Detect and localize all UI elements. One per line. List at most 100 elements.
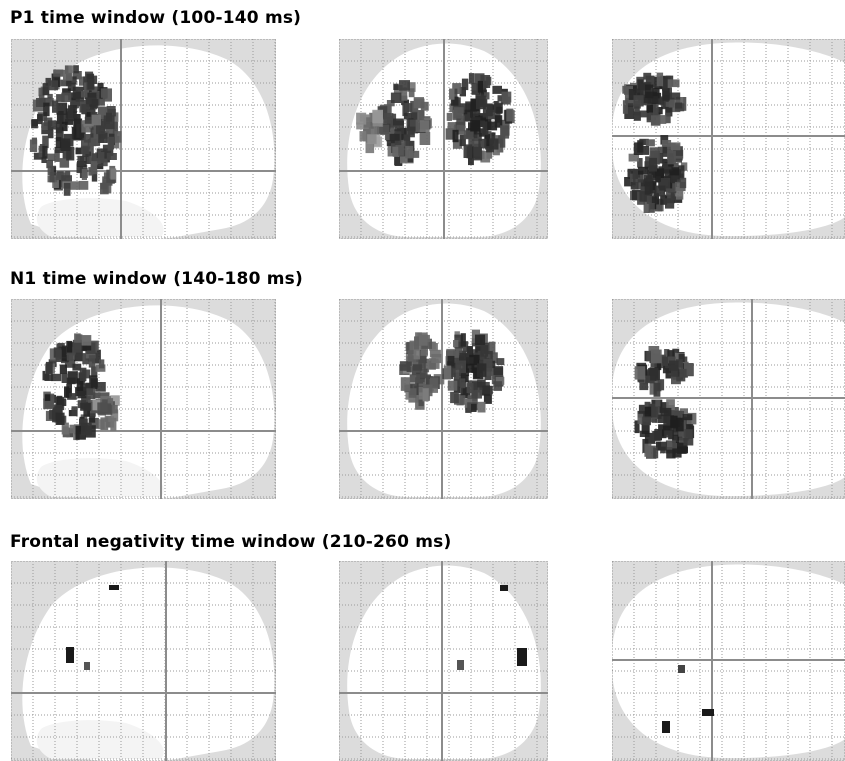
activation-voxel	[482, 121, 489, 135]
activation-voxel	[460, 378, 466, 389]
activation-voxel	[52, 100, 59, 113]
activation-voxel	[425, 374, 431, 388]
activation-voxel	[493, 101, 499, 110]
activation-voxel	[84, 116, 96, 124]
activation-voxel	[407, 82, 416, 92]
activation-voxel	[79, 76, 87, 86]
activation-voxel	[447, 122, 458, 129]
activation-voxel	[664, 170, 673, 183]
activation-voxel	[670, 415, 678, 429]
activation-voxel	[454, 331, 460, 338]
activation-voxel	[670, 183, 676, 193]
activation-voxel	[429, 358, 436, 370]
activation-voxel	[483, 358, 493, 372]
activation-voxel	[404, 135, 410, 147]
activation-voxel	[506, 108, 514, 122]
activation-voxel	[85, 97, 97, 105]
activation-voxel	[468, 73, 475, 84]
activation-voxel	[632, 170, 644, 183]
activation-voxel	[68, 65, 74, 73]
activation-voxel	[409, 340, 417, 354]
activation-voxel	[639, 191, 650, 202]
activation-voxel	[638, 166, 649, 175]
activation-voxel	[72, 363, 82, 371]
activation-voxel	[399, 361, 411, 371]
activation-voxel	[487, 121, 498, 131]
activation-voxel	[662, 162, 672, 170]
activation-voxel	[96, 125, 106, 135]
activation-voxel	[650, 367, 659, 381]
activation-voxel	[88, 145, 94, 157]
activation-voxel	[420, 101, 429, 111]
activation-voxel	[472, 381, 482, 393]
activation-voxel	[466, 357, 474, 364]
activation-voxel	[390, 92, 402, 103]
row-title-fn: Frontal negativity time window (210-260 …	[10, 532, 452, 552]
activation-voxel	[60, 138, 71, 151]
activation-voxel	[655, 115, 667, 124]
activation-voxel	[45, 98, 54, 107]
activation-voxel	[480, 150, 491, 163]
frame	[612, 39, 845, 239]
activation-voxel	[98, 107, 108, 120]
activation-voxel	[47, 120, 57, 130]
activation-voxel	[459, 352, 470, 363]
activation-voxel	[88, 355, 96, 368]
activation-voxel	[682, 414, 693, 421]
activation-voxel	[461, 369, 467, 382]
activation-voxel	[455, 360, 466, 374]
activation-voxel	[59, 158, 70, 168]
activation-voxel	[451, 355, 460, 363]
brain-outline	[22, 567, 275, 761]
activation-voxel	[473, 146, 483, 161]
activation-voxel	[484, 92, 490, 100]
activation-voxel	[628, 153, 639, 162]
activation-voxel	[653, 447, 659, 459]
activation-voxel	[78, 180, 89, 190]
activation-voxel	[91, 114, 101, 126]
activation-voxel	[477, 80, 483, 93]
activation-voxel	[80, 146, 90, 154]
activation-voxel	[660, 135, 669, 145]
activation-voxel	[466, 383, 474, 394]
activation-voxel	[631, 189, 642, 201]
activation-voxel	[33, 152, 43, 160]
activation-voxel	[418, 399, 424, 407]
activation-voxel	[657, 441, 667, 451]
activation-voxel	[670, 192, 676, 201]
activation-voxel	[403, 112, 412, 120]
activation-voxel	[684, 429, 693, 439]
activation-voxel	[666, 188, 675, 196]
activation-voxel	[665, 198, 675, 209]
activation-voxel	[372, 109, 383, 124]
activation-voxel	[31, 119, 38, 129]
activation-voxel	[79, 100, 90, 113]
activation-voxel	[367, 134, 377, 145]
activation-voxel	[475, 343, 483, 357]
activation-voxel	[61, 92, 72, 102]
activation-voxel	[655, 168, 665, 177]
activation-voxel	[474, 389, 482, 399]
activation-voxel	[501, 91, 512, 103]
activation-voxel	[414, 385, 425, 397]
activation-voxel	[29, 139, 38, 152]
activation-voxel	[459, 395, 466, 405]
activation-voxel	[646, 195, 655, 204]
activation-voxel	[67, 371, 78, 384]
activation-voxel	[464, 361, 475, 373]
activation-voxel	[651, 196, 658, 205]
activation-voxel	[396, 128, 408, 141]
activation-voxel	[651, 115, 660, 124]
activation-voxel	[84, 133, 91, 143]
activation-voxel	[53, 69, 64, 77]
activation-voxel	[450, 391, 459, 404]
activation-voxel	[478, 138, 487, 149]
activation-voxel	[443, 365, 452, 380]
activation-voxel	[64, 386, 70, 398]
activation-voxel	[643, 174, 653, 185]
activation-voxel	[644, 406, 652, 418]
activation-voxel	[490, 352, 498, 364]
activation-voxel	[648, 203, 655, 213]
activation-voxel	[499, 121, 506, 128]
activation-spot	[109, 585, 119, 590]
